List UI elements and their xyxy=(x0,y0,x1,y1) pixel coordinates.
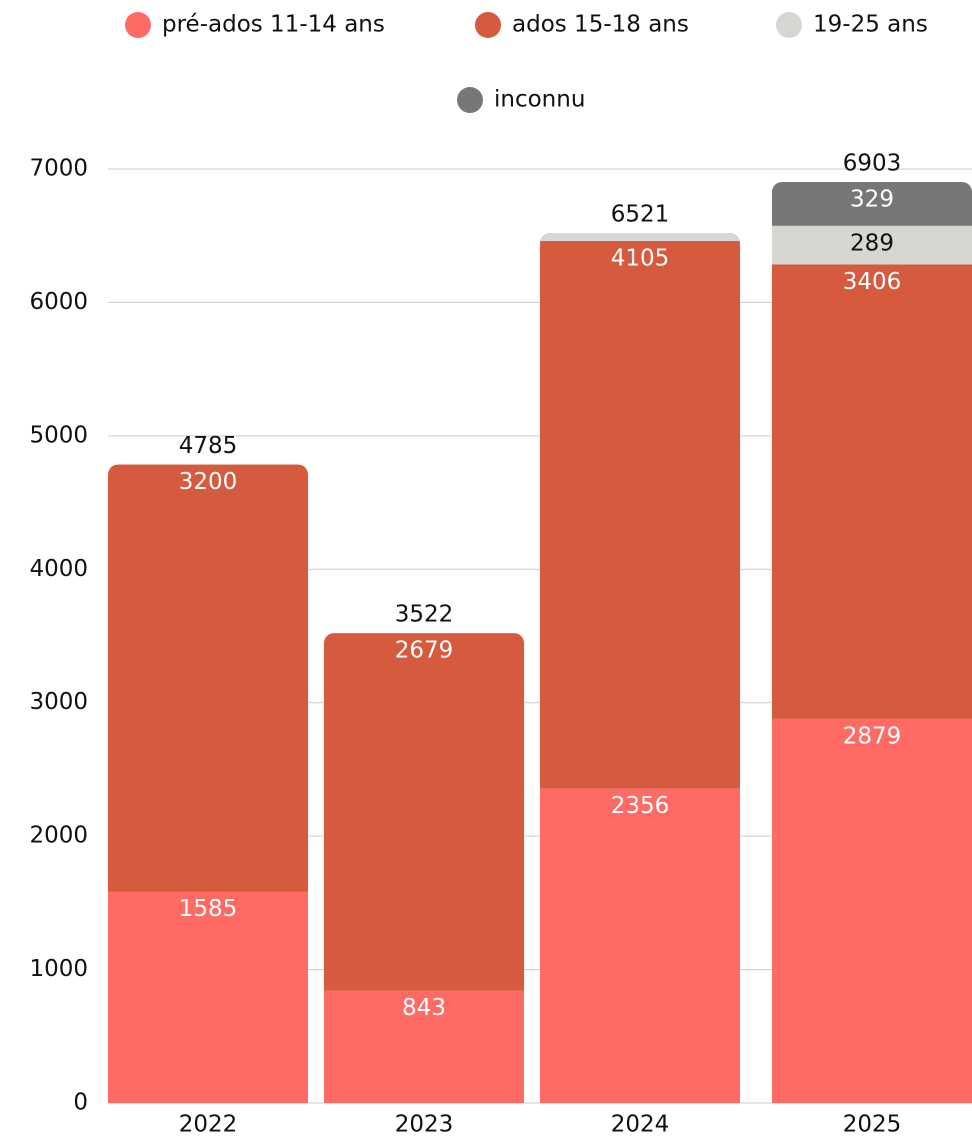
x-tick-label: 2024 xyxy=(611,1112,670,1138)
data-label: 1585 xyxy=(179,896,238,922)
bar-stack xyxy=(324,633,524,1103)
legend-label: inconnu xyxy=(494,87,585,113)
data-label: 2356 xyxy=(611,793,670,819)
bar-segment xyxy=(108,891,308,1103)
data-label: 2679 xyxy=(395,638,454,664)
data-label: 3200 xyxy=(179,469,238,495)
bar-segment xyxy=(324,990,524,1103)
y-tick-label: 3000 xyxy=(29,689,88,715)
bar-segment xyxy=(772,181,972,226)
data-label: 329 xyxy=(850,186,894,212)
legend-swatch xyxy=(125,12,151,38)
total-label: 6521 xyxy=(611,201,670,227)
x-tick-label: 2022 xyxy=(179,1112,238,1138)
legend-label: 19-25 ans xyxy=(813,12,928,38)
data-label: 4105 xyxy=(611,245,670,271)
bar-stack xyxy=(772,181,972,1103)
total-label: 4785 xyxy=(179,433,238,459)
bar-segment xyxy=(772,718,972,1103)
y-tick-label: 1000 xyxy=(29,956,88,982)
legend-swatch xyxy=(776,12,802,38)
y-tick-label: 2000 xyxy=(29,823,88,849)
legend-label: pré-ados 11-14 ans xyxy=(162,12,385,38)
x-tick-label: 2025 xyxy=(843,1112,902,1138)
data-label: 843 xyxy=(402,995,446,1021)
bar-segment xyxy=(108,464,308,892)
legend-label: ados 15-18 ans xyxy=(512,12,689,38)
y-tick-label: 7000 xyxy=(29,156,88,182)
legend-swatch xyxy=(457,87,483,113)
bar-segment xyxy=(772,264,972,719)
y-tick-label: 4000 xyxy=(29,556,88,582)
data-label: 3406 xyxy=(843,269,902,295)
y-tick-label: 5000 xyxy=(29,422,88,448)
total-label: 3522 xyxy=(395,602,454,628)
bar-segment xyxy=(540,232,740,241)
y-tick-label: 0 xyxy=(73,1090,88,1116)
total-label: 6903 xyxy=(843,150,902,176)
data-label: 2879 xyxy=(843,723,902,749)
y-tick-label: 6000 xyxy=(29,289,88,315)
bar-stack xyxy=(540,232,740,1103)
data-label: 289 xyxy=(850,230,894,256)
bar-stack xyxy=(108,464,308,1103)
bar-segment xyxy=(540,240,740,789)
legend-swatch xyxy=(475,12,501,38)
bar-segment xyxy=(324,633,524,991)
bar-segment xyxy=(772,225,972,265)
bar-segment xyxy=(540,788,740,1103)
x-tick-label: 2023 xyxy=(395,1112,454,1138)
